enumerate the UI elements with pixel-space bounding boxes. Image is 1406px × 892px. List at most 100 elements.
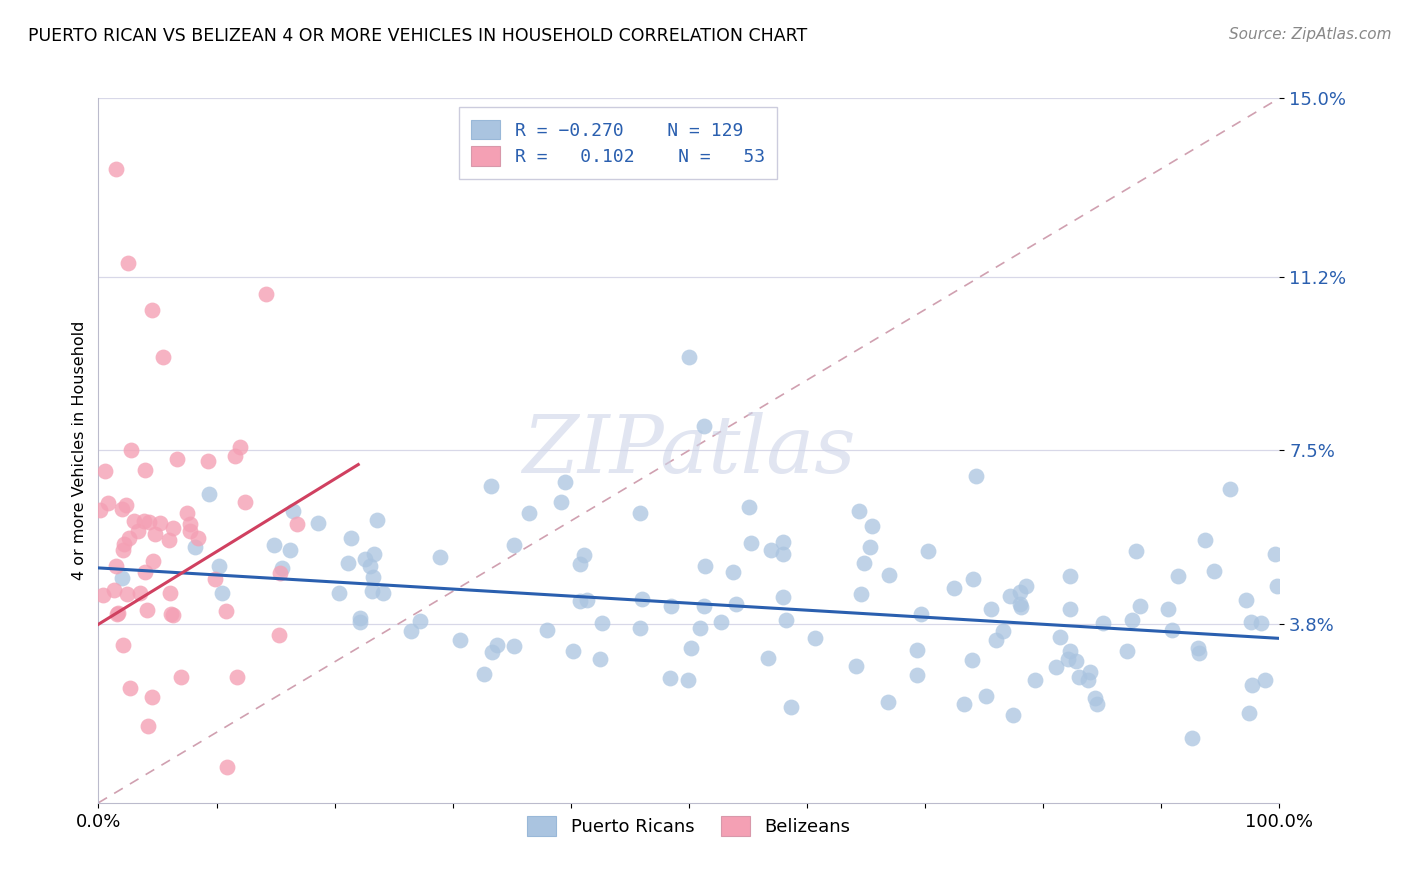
- Point: [1181, 731, 1204, 746]
- Point: [187, 532, 209, 546]
- Point: [1160, 624, 1182, 638]
- Point: [965, 468, 987, 483]
- Point: [184, 540, 207, 554]
- Point: [550, 495, 572, 509]
- Point: [589, 652, 612, 666]
- Point: [159, 607, 181, 621]
- Point: [1234, 593, 1257, 607]
- Point: [692, 419, 714, 434]
- Point: [224, 449, 246, 463]
- Point: [572, 549, 595, 563]
- Point: [721, 566, 744, 580]
- Point: [962, 572, 984, 586]
- Point: [1157, 602, 1180, 616]
- Point: [127, 524, 149, 538]
- Point: [409, 614, 432, 628]
- Point: [179, 524, 201, 538]
- Point: [678, 673, 700, 688]
- Point: [179, 517, 201, 532]
- Point: [485, 638, 508, 652]
- Point: [986, 633, 1008, 648]
- Point: [136, 603, 159, 617]
- Point: [359, 559, 381, 574]
- Point: [1077, 673, 1099, 687]
- Point: [1015, 579, 1038, 593]
- Point: [141, 690, 163, 705]
- Point: [630, 506, 652, 520]
- Point: [991, 624, 1014, 638]
- Point: [517, 506, 540, 520]
- Point: [429, 549, 451, 564]
- Point: [112, 638, 135, 652]
- Point: [998, 589, 1021, 603]
- Point: [689, 621, 711, 635]
- Point: [1066, 654, 1088, 668]
- Point: [877, 567, 900, 582]
- Point: [129, 585, 152, 599]
- Point: [111, 502, 134, 516]
- Point: [89, 503, 111, 517]
- Point: [591, 615, 613, 630]
- Point: [1057, 652, 1080, 666]
- Point: [226, 670, 249, 684]
- Point: [1239, 706, 1261, 721]
- Point: [278, 543, 301, 558]
- Point: [449, 633, 471, 648]
- Point: [1125, 543, 1147, 558]
- Point: [149, 516, 172, 530]
- Point: [254, 287, 277, 301]
- Point: [371, 585, 394, 599]
- Point: [917, 543, 939, 558]
- Point: [536, 623, 558, 637]
- Point: [162, 521, 184, 535]
- Point: [361, 570, 384, 584]
- Point: [740, 535, 762, 549]
- Point: [804, 631, 827, 645]
- Point: [1194, 533, 1216, 548]
- Point: [117, 531, 139, 545]
- Point: [122, 514, 145, 528]
- Point: [1188, 646, 1211, 660]
- Point: [233, 494, 256, 508]
- Point: [263, 538, 285, 552]
- Point: [103, 583, 125, 598]
- Point: [141, 302, 163, 317]
- Point: [1078, 665, 1101, 680]
- Point: [724, 598, 747, 612]
- Point: [132, 514, 155, 528]
- Point: [860, 519, 883, 533]
- Point: [215, 604, 238, 618]
- Point: [166, 452, 188, 467]
- Point: [134, 566, 156, 580]
- Point: [759, 543, 782, 558]
- Point: [1121, 613, 1143, 627]
- Point: [1085, 697, 1108, 711]
- Point: [943, 581, 966, 595]
- Point: [569, 557, 592, 571]
- Point: [211, 585, 233, 599]
- Point: [337, 557, 360, 571]
- Point: [1240, 615, 1263, 630]
- Point: [120, 681, 142, 695]
- Point: [105, 607, 128, 621]
- Point: [1002, 708, 1025, 723]
- Point: [1024, 673, 1046, 688]
- Point: [756, 650, 779, 665]
- Point: [772, 548, 794, 562]
- Point: [104, 559, 127, 574]
- Point: [270, 561, 292, 575]
- Point: [269, 628, 291, 642]
- Point: [143, 526, 166, 541]
- Point: [710, 615, 733, 629]
- Point: [575, 592, 598, 607]
- Point: [877, 695, 900, 709]
- Point: [112, 537, 135, 551]
- Point: [1264, 547, 1286, 561]
- Point: [659, 599, 682, 614]
- Point: [974, 689, 997, 703]
- Point: [962, 653, 984, 667]
- Point: [198, 487, 221, 501]
- Point: [91, 588, 114, 602]
- Point: [120, 443, 142, 458]
- Point: [328, 585, 350, 599]
